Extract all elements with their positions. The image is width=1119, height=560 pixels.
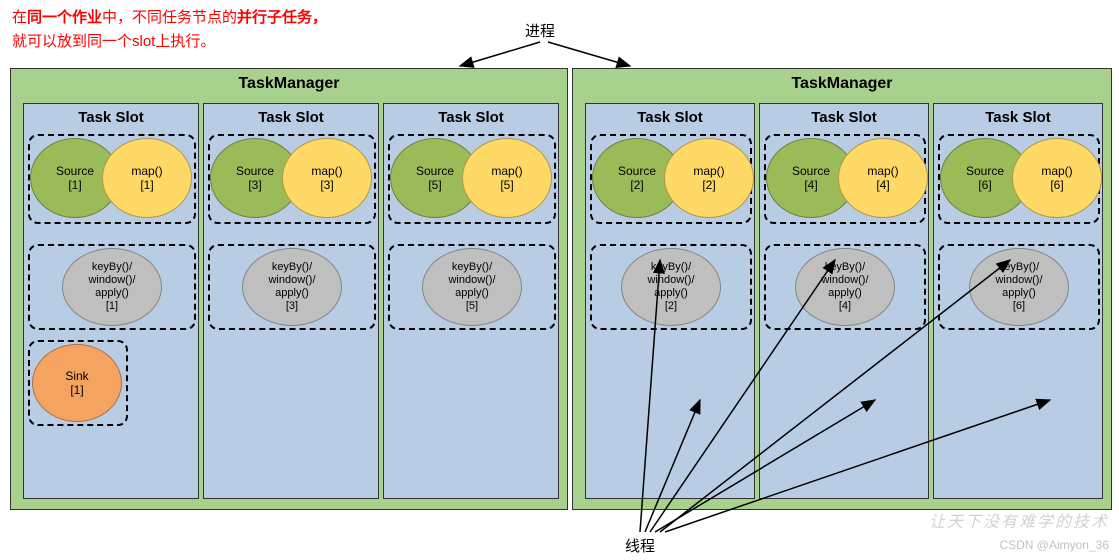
- taskmanager-box: TaskManager Task SlotSource[1]map()[1]key…: [10, 68, 568, 510]
- task-slot-title: Task Slot: [934, 104, 1102, 131]
- task-slot: Task SlotSource[6]map()[6]keyBy()/window…: [933, 103, 1103, 499]
- thread-label: 线程: [625, 535, 655, 556]
- task-slot: Task SlotSource[3]map()[3]keyBy()/window…: [203, 103, 379, 499]
- map-node: map()[3]: [282, 138, 372, 218]
- process-label: 进程: [525, 20, 555, 41]
- keyby-node: keyBy()/window()/apply()[5]: [422, 248, 522, 326]
- annotation-text: 在同一个作业中，不同任务节点的并行子任务， 就可以放到同一个slot上执行。: [12, 6, 327, 54]
- keyby-node: keyBy()/window()/apply()[4]: [795, 248, 895, 326]
- anno-l2: 就可以放到同一个slot上执行。: [12, 33, 215, 50]
- task-slot-title: Task Slot: [24, 104, 198, 131]
- task-slot-title: Task Slot: [384, 104, 558, 131]
- task-slot-title: Task Slot: [586, 104, 754, 131]
- task-slot: Task SlotSource[1]map()[1]keyBy()/window…: [23, 103, 199, 499]
- taskmanager-title: TaskManager: [11, 69, 567, 99]
- anno-l1-p1: 在: [12, 9, 27, 26]
- task-slot-title: Task Slot: [760, 104, 928, 131]
- taskmanager-box: TaskManager Task SlotSource[2]map()[2]key…: [572, 68, 1112, 510]
- keyby-node: keyBy()/window()/apply()[1]: [62, 248, 162, 326]
- map-node: map()[4]: [838, 138, 928, 218]
- map-node: map()[2]: [664, 138, 754, 218]
- map-node: map()[6]: [1012, 138, 1102, 218]
- anno-l1-p4: 并行子任务，: [237, 9, 327, 26]
- task-slot: Task SlotSource[5]map()[5]keyBy()/window…: [383, 103, 559, 499]
- task-slot: Task SlotSource[4]map()[4]keyBy()/window…: [759, 103, 929, 499]
- anno-l1-p3: 中，不同任务节点的: [102, 9, 237, 26]
- keyby-node: keyBy()/window()/apply()[2]: [621, 248, 721, 326]
- keyby-node: keyBy()/window()/apply()[6]: [969, 248, 1069, 326]
- sink-node: Sink[1]: [32, 344, 122, 422]
- anno-l1-p2: 同一个作业: [27, 9, 102, 26]
- map-node: map()[5]: [462, 138, 552, 218]
- map-node: map()[1]: [102, 138, 192, 218]
- keyby-node: keyBy()/window()/apply()[3]: [242, 248, 342, 326]
- task-slot: Task SlotSource[2]map()[2]keyBy()/window…: [585, 103, 755, 499]
- watermark-text: CSDN @Aimyon_36: [999, 538, 1109, 552]
- taskmanager-title: TaskManager: [573, 69, 1111, 99]
- task-slot-title: Task Slot: [204, 104, 378, 131]
- watermark-slogan: 让天下没有难学的技术: [929, 508, 1109, 532]
